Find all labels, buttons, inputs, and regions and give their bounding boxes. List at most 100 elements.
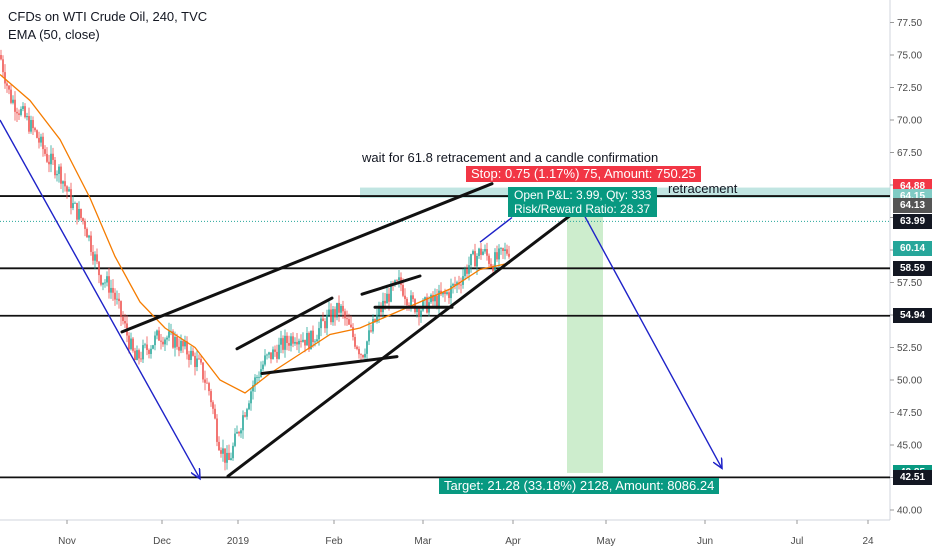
candle-body [482, 251, 484, 255]
candle-body [124, 321, 126, 324]
candle-body [258, 376, 260, 378]
target-label[interactable]: Target: 21.28 (33.18%) 2128, Amount: 808… [439, 478, 720, 494]
candle-body [98, 261, 100, 276]
candle-body [488, 255, 490, 264]
candle-body [362, 354, 364, 358]
candle-body [14, 99, 16, 112]
candle-body [414, 299, 416, 313]
candle-body [138, 350, 140, 359]
candle-body [176, 336, 178, 347]
candle-body [24, 106, 26, 118]
candle-body [226, 452, 228, 463]
candle-body [252, 385, 254, 392]
candle-body [42, 136, 44, 150]
candle-body [298, 340, 300, 345]
candle-body [322, 318, 324, 322]
candle-body [450, 285, 452, 299]
candle-body [216, 418, 218, 442]
candle-body [378, 308, 380, 316]
open-pl-box[interactable]: Open P&L: 3.99, Qty: 333 Risk/Reward Rat… [508, 187, 658, 217]
candle-body [200, 359, 202, 363]
x-tick-label: Jun [697, 536, 713, 547]
candle-body [56, 173, 58, 176]
chart-title: CFDs on WTI Crude Oil, 240, TVC [8, 9, 208, 24]
candle-body [290, 336, 292, 346]
candle-body [108, 276, 110, 293]
candle-body [266, 354, 268, 356]
candle-body [36, 130, 38, 138]
candle-body [288, 342, 290, 346]
candle-body [60, 166, 62, 184]
y-tick-label: 57.50 [897, 278, 922, 289]
candle-body [442, 291, 444, 295]
candle-body [282, 338, 284, 350]
y-tick-label: 50.00 [897, 376, 922, 387]
candle-body [102, 282, 104, 285]
candle-body [302, 339, 304, 342]
candle-body [186, 341, 188, 355]
candle-body [380, 308, 382, 313]
candle-body [110, 287, 112, 293]
candle-body [194, 355, 196, 368]
candle-body [20, 108, 22, 115]
candle-body [168, 331, 170, 338]
candle-body [370, 330, 372, 332]
candle-body [202, 362, 204, 380]
candle-body [70, 189, 72, 209]
candle-body [286, 335, 288, 343]
candle-body [486, 249, 488, 256]
y-tick-label: 47.50 [897, 408, 922, 419]
candle-body [2, 59, 4, 73]
candle-body [446, 292, 448, 295]
candle-body [494, 252, 496, 271]
candle-body [80, 208, 82, 219]
candle-body [358, 348, 360, 355]
candle-body [316, 339, 318, 342]
candle-body [472, 251, 474, 255]
y-tick-label: 77.50 [897, 18, 922, 29]
candle-body [466, 268, 468, 274]
candle-body [92, 251, 94, 261]
candle-body [144, 344, 146, 346]
candle-body [508, 253, 510, 257]
candle-body [364, 353, 366, 358]
candle-body [294, 341, 296, 344]
candle-body [18, 113, 20, 115]
trend-line [226, 191, 602, 478]
candle-body [188, 354, 190, 360]
candle-body [244, 415, 246, 417]
candle-body [426, 297, 428, 313]
candle-body [58, 166, 60, 174]
candle-body [172, 331, 174, 348]
candle-body [198, 358, 200, 360]
candle-body [412, 295, 414, 300]
candle-body [454, 284, 456, 286]
stop-label[interactable]: Stop: 0.75 (1.17%) 75, Amount: 750.25 [466, 166, 701, 182]
candle-body [268, 352, 270, 355]
trend-line [235, 296, 334, 351]
candle-body [50, 153, 52, 165]
candle-body [104, 282, 106, 284]
candle-body [478, 248, 480, 256]
candle-body [306, 332, 308, 346]
candle-body [154, 335, 156, 346]
candle-body [0, 55, 2, 60]
candle-body [34, 128, 36, 131]
y-tick-label: 52.50 [897, 343, 922, 354]
candle-body [238, 431, 240, 434]
candle-body [40, 136, 42, 143]
y-tick-label: 40.00 [897, 506, 922, 517]
candle-body [330, 309, 332, 323]
candle-body [28, 116, 30, 132]
candle-body [376, 315, 378, 322]
candle-body [158, 330, 160, 341]
candle-body [248, 403, 250, 410]
candle-body [312, 330, 314, 343]
candle-body [164, 339, 166, 345]
candle-body [112, 287, 114, 293]
price-tag: 63.99 [893, 213, 932, 229]
candle-body [492, 266, 494, 271]
candle-body [434, 295, 436, 302]
